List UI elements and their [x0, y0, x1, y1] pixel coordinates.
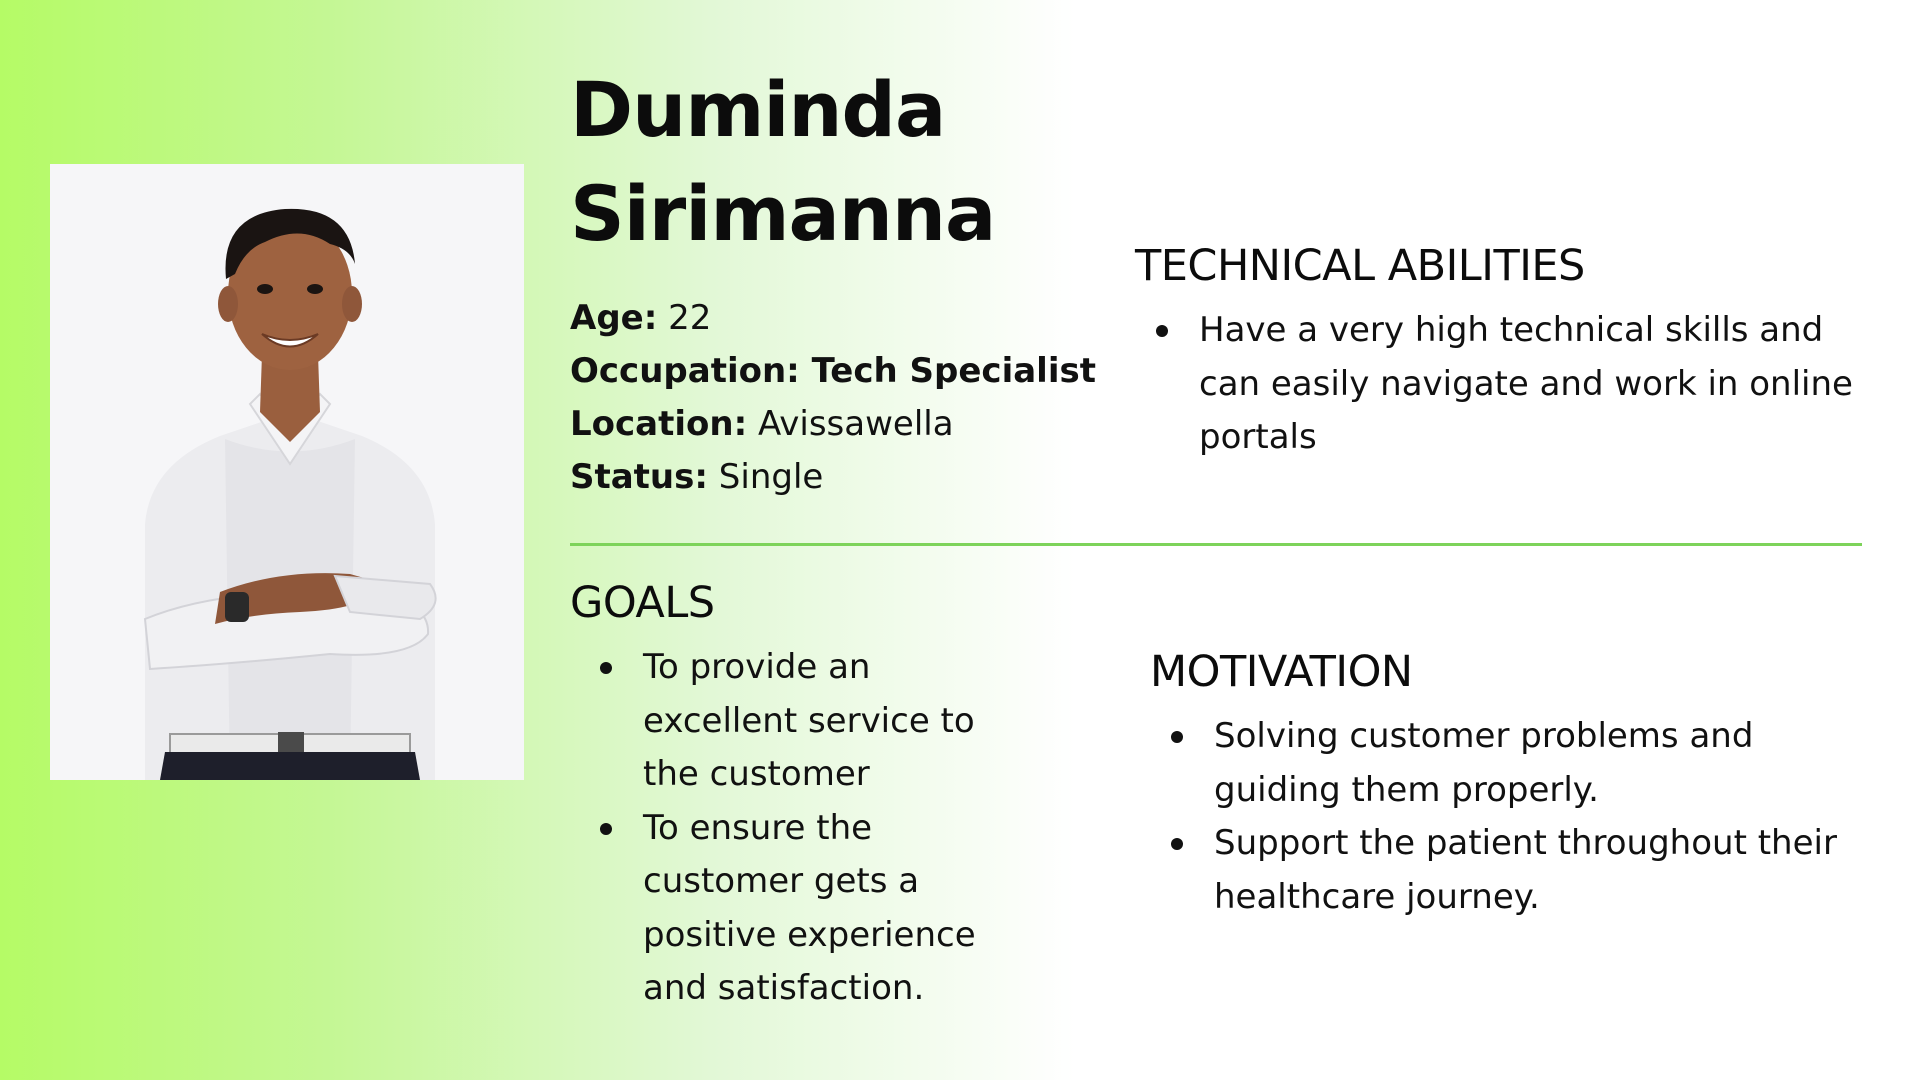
persona-last-name: Sirimanna	[570, 169, 996, 258]
list-item: Solving customer problems and guiding th…	[1150, 710, 1870, 817]
goals-list: To provide an excellent service to the c…	[579, 641, 999, 1016]
persona-first-name: Duminda	[570, 65, 946, 154]
detail-label: Status:	[570, 457, 708, 497]
detail-label: Age:	[570, 298, 658, 338]
list-item: To ensure the customer gets a positive e…	[579, 802, 999, 1016]
detail-location: Location: Avissawella	[570, 398, 1090, 451]
technical-abilities-list: Have a very high technical skills and ca…	[1135, 304, 1855, 465]
detail-value: Avissawella	[747, 404, 954, 444]
list-item: To provide an excellent service to the c…	[579, 641, 999, 802]
detail-value: 22	[657, 298, 712, 338]
detail-age: Age: 22	[570, 292, 1090, 345]
list-item: Support the patient throughout their hea…	[1150, 817, 1870, 924]
detail-status: Status: Single	[570, 451, 1090, 504]
persona-photo	[50, 164, 524, 780]
detail-occupation: Occupation: Tech Specialist	[570, 345, 1096, 398]
section-divider	[570, 543, 1862, 546]
persona-name: Duminda Sirimanna	[570, 58, 1090, 266]
persona-details: Age: 22 Occupation: Tech Specialist Loca…	[570, 292, 1096, 504]
goals-heading: GOALS	[570, 578, 715, 628]
list-item: Have a very high technical skills and ca…	[1135, 304, 1855, 465]
motivation-heading: MOTIVATION	[1150, 647, 1413, 697]
motivation-list: Solving customer problems and guiding th…	[1150, 710, 1870, 924]
detail-label: Occupation: Tech Specialist	[570, 351, 1096, 391]
detail-value: Single	[707, 457, 824, 497]
detail-label: Location:	[570, 404, 748, 444]
technical-abilities-heading: TECHNICAL ABILITIES	[1135, 241, 1585, 291]
person-portrait-illustration	[50, 164, 524, 780]
